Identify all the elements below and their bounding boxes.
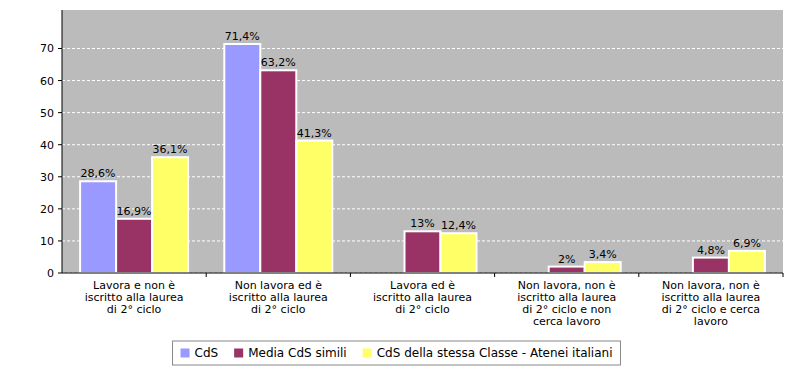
chart: 0 10 20 30 40 50 60 70 28,6% 71,4% 16,9% 63,2% 13% 2%… <box>0 0 793 383</box>
tick-mark <box>58 240 62 241</box>
x-axis <box>62 273 783 274</box>
data-label: 13% <box>410 217 434 230</box>
x-tick-mark <box>350 273 351 277</box>
x-tick-mark <box>206 273 207 277</box>
grid-line <box>62 48 783 49</box>
data-label: 63,2% <box>261 56 296 69</box>
legend-label: Media CdS simili <box>248 346 347 360</box>
legend-swatch <box>363 349 372 358</box>
tick-mark <box>58 273 62 274</box>
data-labels: 28,6% 71,4% 16,9% 63,2% 13% 2% 4,8% 36,1% 41,3% 1… <box>81 30 761 266</box>
bar <box>405 231 441 273</box>
tick-mark <box>58 48 62 49</box>
bar <box>224 44 260 273</box>
y-tick-label: 20 <box>40 203 54 216</box>
bar <box>296 141 332 273</box>
x-tick-label: Non lavora, non èiscritto alla laureadi … <box>661 279 760 328</box>
y-tick-label: 50 <box>40 107 54 120</box>
x-tick-label-line: di 2° ciclo <box>107 303 162 316</box>
data-label: 6,9% <box>733 237 761 250</box>
bar <box>260 70 296 273</box>
data-label: 12,4% <box>441 219 476 232</box>
bars <box>80 44 765 273</box>
y-tick-label: 0 <box>47 267 54 280</box>
bar <box>116 219 152 273</box>
data-label: 16,9% <box>117 205 152 218</box>
x-tick-label-line: lavoro <box>694 315 728 328</box>
tick-mark <box>58 80 62 81</box>
data-label: 71,4% <box>225 30 260 43</box>
y-tick-label: 70 <box>40 42 54 55</box>
legend: CdS Media CdS simili CdS della stessa Clas… <box>173 341 621 365</box>
bar <box>80 181 116 273</box>
grid-line <box>62 80 783 81</box>
bar <box>152 157 188 273</box>
data-label: 41,3% <box>297 127 332 140</box>
legend-label: CdS della stessa Classe - Atenei italian… <box>377 346 613 360</box>
x-tick-label: Lavora ed èiscritto alla laureadi 2° cic… <box>373 279 472 316</box>
y-tick-label: 30 <box>40 171 54 184</box>
y-tick-label: 10 <box>40 235 54 248</box>
tick-mark <box>58 144 62 145</box>
data-label: 36,1% <box>153 143 188 156</box>
data-label: 3,4% <box>589 248 617 261</box>
bar <box>549 267 585 273</box>
legend-box <box>173 341 621 365</box>
tick-mark <box>58 176 62 177</box>
x-tick-label: Lavora e non èiscritto alla laureadi 2° … <box>85 279 184 316</box>
tick-mark <box>58 112 62 113</box>
grid-line <box>62 112 783 113</box>
bar <box>585 262 621 273</box>
plot-background <box>62 10 783 273</box>
data-label: 4,8% <box>697 244 725 257</box>
y-tick-label: 60 <box>40 75 54 88</box>
data-label: 2% <box>558 253 575 266</box>
grid-line <box>62 273 783 274</box>
y-axis <box>62 10 63 273</box>
legend-swatch <box>234 349 243 358</box>
tick-mark <box>58 208 62 209</box>
y-tick-label: 40 <box>40 139 54 152</box>
bar <box>693 258 729 273</box>
x-tick-label-line: di 2° ciclo <box>251 303 306 316</box>
x-tick-mark <box>638 273 639 277</box>
x-tick-mark <box>783 273 784 277</box>
bar <box>441 233 477 273</box>
x-tick-mark <box>494 273 495 277</box>
x-tick-label: Non lavora, non èiscritto alla laureadi … <box>517 279 616 328</box>
data-label: 28,6% <box>81 167 116 180</box>
x-tick-label-line: cerca lavoro <box>533 315 601 328</box>
legend-swatch <box>181 349 190 358</box>
x-tick-label: Non lavora ed èiscritto alla laureadi 2°… <box>229 279 328 316</box>
legend-label: CdS <box>195 346 219 360</box>
x-tick-label-line: di 2° ciclo <box>395 303 450 316</box>
bar <box>729 251 765 273</box>
